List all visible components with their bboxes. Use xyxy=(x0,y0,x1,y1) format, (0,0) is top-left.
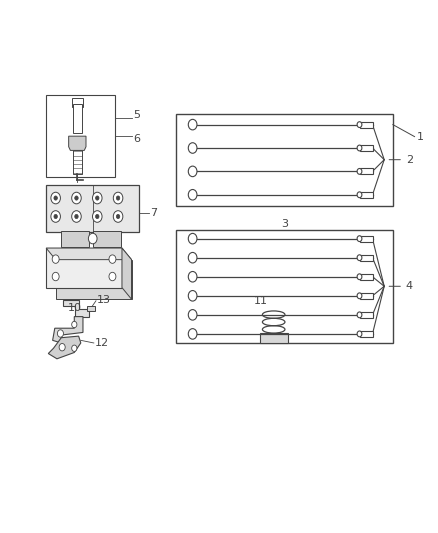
Circle shape xyxy=(95,214,99,219)
Circle shape xyxy=(71,211,81,222)
Circle shape xyxy=(54,196,57,200)
Circle shape xyxy=(188,190,197,200)
Circle shape xyxy=(188,271,197,282)
Text: 13: 13 xyxy=(97,295,110,305)
Bar xyxy=(46,185,139,232)
Text: 6: 6 xyxy=(133,134,140,144)
Circle shape xyxy=(188,329,197,339)
Circle shape xyxy=(113,192,123,204)
Bar xyxy=(259,333,287,343)
Text: 4: 4 xyxy=(388,281,412,291)
Circle shape xyxy=(71,321,77,328)
Circle shape xyxy=(188,166,197,176)
Bar xyxy=(56,260,131,299)
Circle shape xyxy=(52,272,59,281)
Circle shape xyxy=(188,253,197,263)
Circle shape xyxy=(356,255,361,261)
Circle shape xyxy=(188,119,197,130)
Bar xyxy=(72,98,82,107)
Circle shape xyxy=(51,211,60,222)
Circle shape xyxy=(92,211,102,222)
Polygon shape xyxy=(68,136,86,150)
Circle shape xyxy=(356,312,361,318)
Bar xyxy=(176,230,392,343)
Circle shape xyxy=(356,331,361,337)
Polygon shape xyxy=(46,248,131,260)
Bar xyxy=(359,236,372,241)
Polygon shape xyxy=(87,306,95,311)
Circle shape xyxy=(52,255,59,263)
Circle shape xyxy=(356,168,361,174)
Text: 2: 2 xyxy=(388,155,412,165)
Circle shape xyxy=(74,196,78,200)
Bar xyxy=(359,255,372,261)
Circle shape xyxy=(356,145,361,151)
Bar xyxy=(359,145,372,151)
Bar xyxy=(359,312,372,318)
Circle shape xyxy=(356,122,361,127)
Circle shape xyxy=(356,274,361,280)
Circle shape xyxy=(95,196,99,200)
Polygon shape xyxy=(64,300,89,317)
Circle shape xyxy=(54,214,57,219)
Polygon shape xyxy=(122,248,131,299)
Bar xyxy=(359,293,372,298)
Text: 11: 11 xyxy=(253,296,267,306)
Circle shape xyxy=(116,196,120,200)
Bar xyxy=(46,248,122,288)
Text: 1: 1 xyxy=(416,132,423,142)
Text: 7: 7 xyxy=(150,208,157,218)
Circle shape xyxy=(92,192,102,204)
Bar xyxy=(359,168,372,174)
Text: 10: 10 xyxy=(68,303,82,313)
Circle shape xyxy=(356,293,361,298)
Bar xyxy=(73,104,81,133)
Circle shape xyxy=(71,345,77,351)
Bar xyxy=(176,114,392,206)
Bar xyxy=(359,192,372,198)
Text: 3: 3 xyxy=(280,219,287,229)
Circle shape xyxy=(356,192,361,198)
Circle shape xyxy=(57,330,64,337)
Polygon shape xyxy=(53,317,83,343)
Bar xyxy=(73,150,81,174)
Circle shape xyxy=(116,214,120,219)
Circle shape xyxy=(109,272,116,281)
Circle shape xyxy=(88,233,97,244)
Bar xyxy=(359,122,372,127)
Circle shape xyxy=(59,343,65,351)
Circle shape xyxy=(74,214,78,219)
Circle shape xyxy=(188,143,197,154)
Bar xyxy=(359,274,372,280)
Bar xyxy=(93,231,121,247)
Bar xyxy=(359,331,372,337)
Circle shape xyxy=(356,236,361,241)
Circle shape xyxy=(51,192,60,204)
Circle shape xyxy=(113,211,123,222)
Text: 5: 5 xyxy=(133,110,140,120)
Bar xyxy=(46,95,115,177)
Bar xyxy=(61,231,89,247)
Circle shape xyxy=(188,290,197,301)
Circle shape xyxy=(188,310,197,320)
Text: 12: 12 xyxy=(95,338,109,348)
Circle shape xyxy=(109,255,116,263)
Polygon shape xyxy=(48,336,81,359)
Circle shape xyxy=(188,233,197,244)
Circle shape xyxy=(71,192,81,204)
